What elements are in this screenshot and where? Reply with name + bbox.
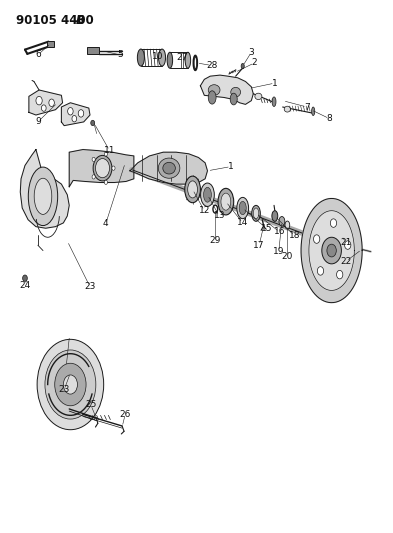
Polygon shape	[130, 152, 208, 184]
Ellipse shape	[158, 49, 165, 66]
Polygon shape	[20, 150, 69, 228]
Circle shape	[327, 244, 336, 257]
Ellipse shape	[167, 52, 173, 68]
Circle shape	[104, 180, 107, 184]
Ellipse shape	[138, 49, 144, 66]
Ellipse shape	[253, 208, 259, 219]
Text: 16: 16	[274, 228, 285, 237]
Text: 15: 15	[261, 224, 272, 233]
Ellipse shape	[272, 211, 278, 221]
Ellipse shape	[218, 188, 234, 215]
Text: 29: 29	[209, 237, 221, 246]
Ellipse shape	[279, 216, 285, 226]
Ellipse shape	[252, 205, 260, 221]
Circle shape	[45, 350, 96, 419]
Ellipse shape	[93, 156, 112, 181]
Circle shape	[36, 96, 42, 105]
Ellipse shape	[237, 197, 249, 219]
Text: 1: 1	[272, 78, 278, 87]
Text: 23: 23	[84, 282, 95, 291]
Polygon shape	[309, 211, 354, 290]
Ellipse shape	[158, 158, 180, 178]
Text: 11: 11	[104, 146, 115, 155]
Circle shape	[49, 99, 54, 107]
Text: 1: 1	[228, 162, 234, 171]
Text: 14: 14	[237, 219, 248, 228]
Polygon shape	[200, 75, 253, 104]
Text: 26: 26	[119, 410, 131, 419]
Text: 24: 24	[19, 280, 31, 289]
Ellipse shape	[284, 106, 290, 112]
Text: 17: 17	[253, 241, 265, 250]
Circle shape	[95, 159, 110, 177]
Text: 90105 4400: 90105 4400	[16, 14, 93, 27]
Ellipse shape	[272, 97, 276, 107]
Text: 27: 27	[176, 53, 187, 62]
Circle shape	[314, 235, 320, 244]
Text: 20: 20	[282, 253, 293, 261]
Text: 13: 13	[213, 212, 225, 221]
Polygon shape	[69, 150, 134, 187]
Text: 10: 10	[152, 52, 163, 61]
Text: 6: 6	[35, 51, 41, 59]
Text: 28: 28	[206, 61, 218, 70]
Text: 25: 25	[85, 400, 96, 409]
Ellipse shape	[188, 181, 197, 198]
Ellipse shape	[255, 93, 262, 100]
Text: 23: 23	[59, 385, 70, 394]
Circle shape	[72, 116, 77, 122]
Text: 21: 21	[340, 238, 352, 247]
Ellipse shape	[34, 178, 52, 214]
Circle shape	[41, 105, 46, 111]
Circle shape	[345, 241, 351, 249]
Text: 5: 5	[117, 51, 123, 59]
Ellipse shape	[208, 85, 220, 95]
Circle shape	[331, 219, 337, 228]
Circle shape	[37, 340, 104, 430]
Ellipse shape	[231, 87, 241, 97]
Circle shape	[92, 175, 95, 179]
Polygon shape	[301, 198, 362, 303]
Text: 7: 7	[304, 102, 310, 111]
Circle shape	[91, 120, 95, 126]
Circle shape	[78, 110, 84, 117]
Ellipse shape	[241, 63, 244, 69]
Ellipse shape	[185, 52, 191, 68]
Ellipse shape	[239, 201, 246, 215]
Ellipse shape	[285, 221, 290, 229]
Ellipse shape	[221, 193, 231, 210]
Ellipse shape	[163, 163, 175, 174]
Bar	[87, 47, 99, 54]
Circle shape	[104, 152, 107, 156]
Circle shape	[68, 108, 73, 115]
Text: 3: 3	[248, 48, 254, 56]
Polygon shape	[61, 103, 90, 126]
Circle shape	[55, 364, 86, 406]
Text: 18: 18	[288, 231, 300, 240]
Ellipse shape	[185, 176, 200, 203]
Text: 9: 9	[35, 117, 41, 126]
Circle shape	[318, 266, 323, 275]
Circle shape	[23, 275, 28, 281]
Bar	[47, 41, 54, 47]
Ellipse shape	[200, 183, 214, 206]
Text: 8: 8	[327, 114, 332, 123]
Ellipse shape	[28, 167, 58, 225]
Circle shape	[63, 375, 77, 394]
Circle shape	[112, 166, 115, 170]
Ellipse shape	[204, 187, 211, 202]
Text: 12: 12	[198, 206, 210, 215]
Text: 19: 19	[273, 247, 285, 256]
Circle shape	[336, 270, 343, 279]
Ellipse shape	[230, 93, 237, 105]
Ellipse shape	[208, 91, 216, 104]
Text: 22: 22	[340, 257, 352, 265]
Text: 4: 4	[103, 220, 108, 229]
Text: B: B	[76, 14, 85, 27]
Ellipse shape	[312, 107, 315, 116]
Circle shape	[92, 157, 95, 161]
Polygon shape	[29, 90, 62, 115]
Text: 2: 2	[252, 59, 257, 67]
Circle shape	[322, 237, 342, 264]
